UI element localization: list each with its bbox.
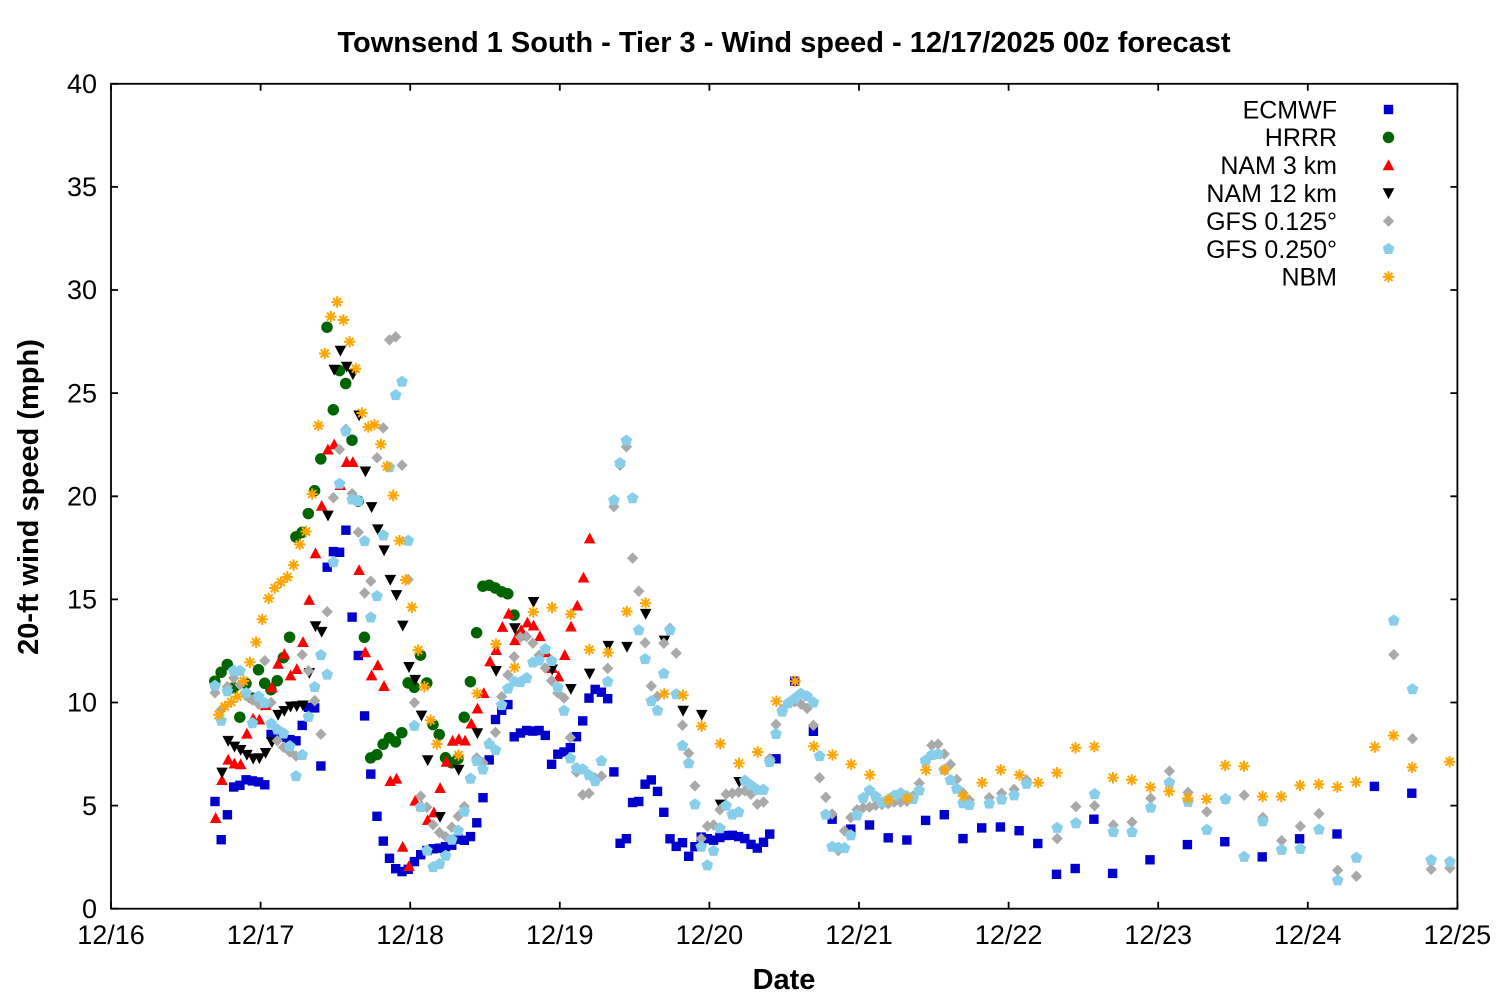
svg-text:Date: Date — [753, 964, 816, 996]
svg-text:10: 10 — [67, 688, 97, 718]
svg-text:12/22: 12/22 — [975, 920, 1043, 950]
svg-text:Townsend 1 South - Tier 3 - Wi: Townsend 1 South - Tier 3 - Wind speed -… — [337, 27, 1230, 59]
svg-text:30: 30 — [67, 275, 97, 305]
svg-text:12/21: 12/21 — [825, 920, 893, 950]
svg-text:NAM 3 km: NAM 3 km — [1220, 152, 1337, 180]
svg-text:NBM: NBM — [1281, 264, 1337, 292]
svg-text:12/20: 12/20 — [676, 920, 744, 950]
svg-text:35: 35 — [67, 172, 97, 202]
svg-text:20-ft wind speed (mph): 20-ft wind speed (mph) — [13, 339, 45, 655]
svg-text:40: 40 — [67, 69, 97, 99]
svg-text:15: 15 — [67, 585, 97, 615]
svg-text:GFS 0.250°: GFS 0.250° — [1206, 236, 1337, 264]
svg-text:HRRR: HRRR — [1265, 124, 1337, 152]
svg-text:12/25: 12/25 — [1424, 920, 1492, 950]
svg-text:5: 5 — [82, 791, 97, 821]
svg-text:25: 25 — [67, 378, 97, 408]
svg-text:NAM 12 km: NAM 12 km — [1206, 180, 1337, 208]
svg-text:12/24: 12/24 — [1274, 920, 1342, 950]
svg-text:12/18: 12/18 — [376, 920, 444, 950]
svg-text:0: 0 — [82, 894, 97, 924]
svg-text:12/16: 12/16 — [77, 920, 145, 950]
svg-text:20: 20 — [67, 482, 97, 512]
svg-text:12/19: 12/19 — [526, 920, 594, 950]
svg-text:GFS 0.125°: GFS 0.125° — [1206, 208, 1337, 236]
svg-text:12/17: 12/17 — [227, 920, 295, 950]
svg-text:ECMWF: ECMWF — [1243, 96, 1337, 124]
svg-text:12/23: 12/23 — [1124, 920, 1192, 950]
